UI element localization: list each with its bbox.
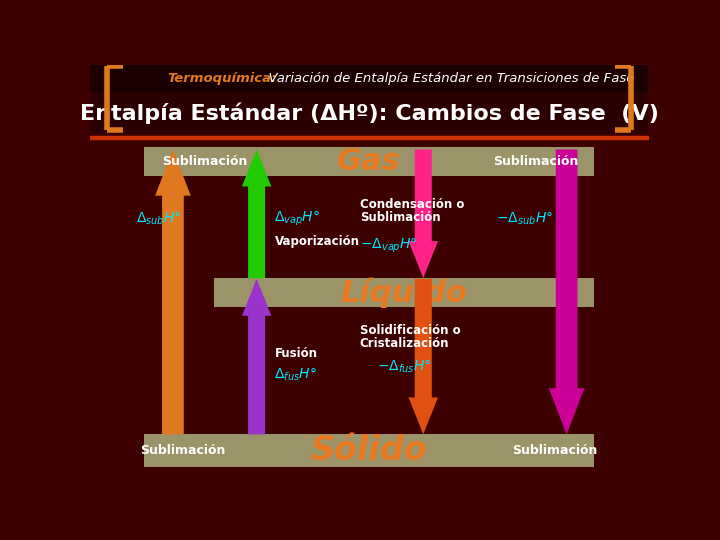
- Text: $-\Delta_{fus}H°$: $-\Delta_{fus}H°$: [377, 359, 431, 375]
- Text: Solidificación o: Solidificación o: [360, 324, 460, 337]
- FancyBboxPatch shape: [90, 92, 648, 134]
- Text: Sólido: Sólido: [311, 434, 427, 467]
- FancyBboxPatch shape: [144, 434, 594, 467]
- Text: Gas: Gas: [337, 147, 401, 177]
- Text: $-\Delta_{vap}H°$: $-\Delta_{vap}H°$: [360, 237, 418, 255]
- Text: $-\Delta_{sub}H°$: $-\Delta_{sub}H°$: [496, 211, 553, 227]
- Text: $\Delta_{fus}H°$: $\Delta_{fus}H°$: [274, 366, 318, 382]
- FancyBboxPatch shape: [214, 278, 594, 307]
- Text: Termoquímica:: Termoquímica:: [168, 72, 277, 85]
- FancyBboxPatch shape: [144, 147, 594, 177]
- Text: Líquido: Líquido: [341, 278, 467, 308]
- Text: Cristalización: Cristalización: [360, 337, 449, 350]
- Text: Sublimación: Sublimación: [140, 444, 225, 457]
- Text: Sublimación: Sublimación: [162, 156, 248, 168]
- Polygon shape: [408, 279, 438, 434]
- Text: Fusión: Fusión: [274, 347, 318, 360]
- Text: Condensación o: Condensación o: [360, 198, 464, 212]
- Polygon shape: [155, 150, 191, 434]
- Polygon shape: [549, 150, 585, 434]
- Polygon shape: [408, 150, 438, 278]
- Text: Sublimación: Sublimación: [493, 156, 578, 168]
- Text: Variación de Entalpía Estándar en Transiciones de Fase: Variación de Entalpía Estándar en Transi…: [261, 72, 635, 85]
- Text: $\Delta_{vap}H°$: $\Delta_{vap}H°$: [274, 210, 320, 228]
- Polygon shape: [242, 150, 271, 278]
- FancyBboxPatch shape: [90, 65, 648, 92]
- Text: Vaporización: Vaporización: [274, 235, 359, 248]
- Text: Sublimación: Sublimación: [360, 211, 441, 224]
- Text: Entalpía Estándar (ΔHº): Cambios de Fase  (V): Entalpía Estándar (ΔHº): Cambios de Fase…: [80, 103, 658, 124]
- Text: $\Delta_{sub}H°$: $\Delta_{sub}H°$: [137, 211, 182, 227]
- Text: Sublimación: Sublimación: [513, 444, 598, 457]
- Polygon shape: [242, 279, 271, 434]
